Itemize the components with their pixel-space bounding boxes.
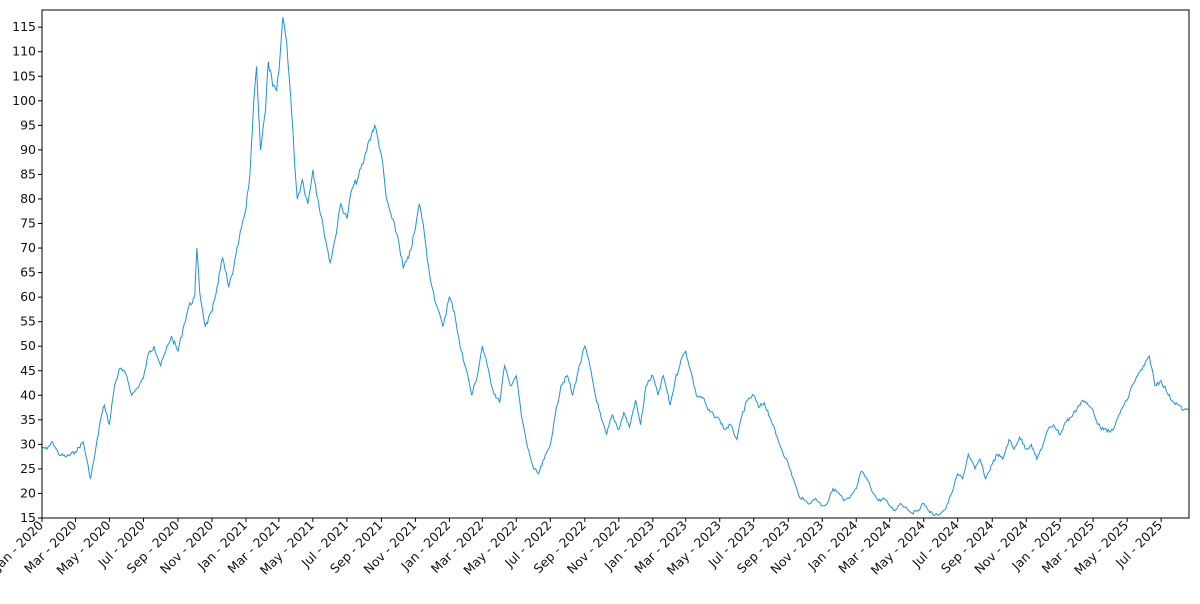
plot-area <box>42 10 1189 518</box>
y-tick-label: 95 <box>20 117 36 132</box>
plot-frame <box>41 9 1190 519</box>
y-tick-label: 80 <box>20 191 36 206</box>
y-tick-label: 50 <box>20 338 36 353</box>
y-tick-label: 70 <box>20 240 36 255</box>
y-tick-label: 115 <box>12 19 36 34</box>
series-line <box>41 17 1190 517</box>
y-tick-label: 85 <box>20 166 36 181</box>
y-tick-label: 25 <box>20 461 36 476</box>
y-tick-label: 105 <box>12 68 36 83</box>
y-tick-label: 45 <box>20 363 36 378</box>
y-tick-label: 65 <box>20 265 36 280</box>
y-tick-label: 100 <box>12 93 36 108</box>
y-axis: 15 20 25 30 35 40 45 50 55 60 65 70 75 80 85 90 95 100 105… <box>12 19 42 525</box>
y-tick-label: 20 <box>20 485 36 500</box>
y-tick-label: 75 <box>20 216 36 231</box>
y-tick-label: 55 <box>20 314 36 329</box>
y-tick-label: 15 <box>20 510 36 525</box>
y-tick-label: 40 <box>20 387 36 402</box>
y-tick-label: 90 <box>20 142 36 157</box>
y-tick-label: 30 <box>20 436 36 451</box>
y-tick-label: 35 <box>20 412 36 427</box>
y-tick-label: 60 <box>20 289 36 304</box>
y-tick-label: 110 <box>12 44 36 59</box>
